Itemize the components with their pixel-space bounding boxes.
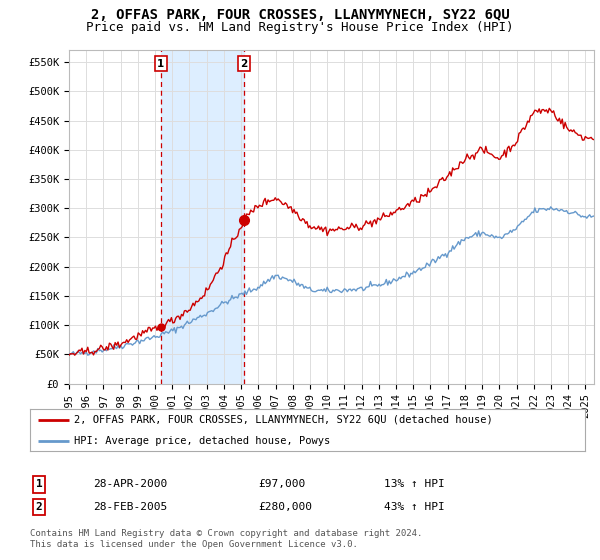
Text: Contains HM Land Registry data © Crown copyright and database right 2024.
This d: Contains HM Land Registry data © Crown c… [30, 529, 422, 549]
Text: 2: 2 [241, 59, 248, 69]
Text: 13% ↑ HPI: 13% ↑ HPI [384, 479, 445, 489]
Bar [161, 50, 244, 384]
Text: 2: 2 [35, 502, 43, 512]
Text: 2, OFFAS PARK, FOUR CROSSES, LLANYMYNECH, SY22 6QU: 2, OFFAS PARK, FOUR CROSSES, LLANYMYNECH… [91, 8, 509, 22]
Text: 43% ↑ HPI: 43% ↑ HPI [384, 502, 445, 512]
Text: 1: 1 [157, 59, 164, 69]
Text: 1: 1 [35, 479, 43, 489]
Text: HPI: Average price, detached house, Powys: HPI: Average price, detached house, Powy… [74, 436, 331, 446]
Text: 28-APR-2000: 28-APR-2000 [93, 479, 167, 489]
Text: £280,000: £280,000 [258, 502, 312, 512]
Text: £97,000: £97,000 [258, 479, 305, 489]
Text: 2, OFFAS PARK, FOUR CROSSES, LLANYMYNECH, SY22 6QU (detached house): 2, OFFAS PARK, FOUR CROSSES, LLANYMYNECH… [74, 415, 493, 424]
Text: 28-FEB-2005: 28-FEB-2005 [93, 502, 167, 512]
Text: Price paid vs. HM Land Registry's House Price Index (HPI): Price paid vs. HM Land Registry's House … [86, 21, 514, 34]
